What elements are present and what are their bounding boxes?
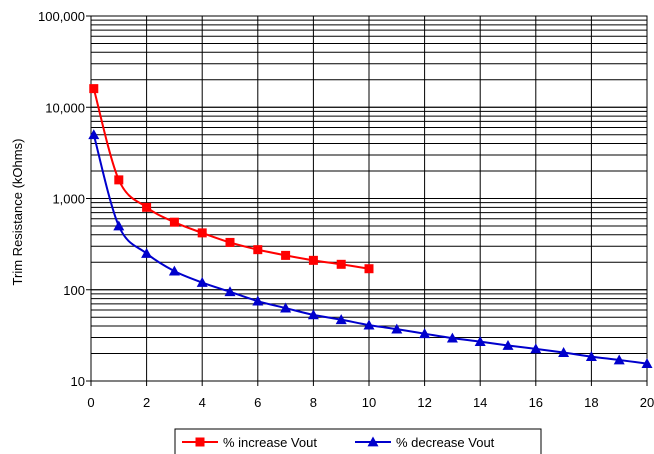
data-point: [307, 309, 319, 320]
legend-item: % decrease Vout: [355, 435, 495, 450]
x-tick-label: 2: [143, 395, 150, 410]
y-tick-label: 100: [63, 283, 85, 298]
x-axis-ticks: 0 2 4 6 8 10 12 14 16 18 20: [87, 381, 654, 410]
legend-marker: [367, 436, 379, 447]
data-point: [474, 336, 486, 347]
data-point: [169, 217, 179, 227]
legend-item: % increase Vout: [182, 435, 317, 450]
data-point: [502, 339, 514, 350]
data-point: [364, 264, 374, 274]
data-point: [419, 328, 431, 339]
data-point: [224, 286, 236, 297]
data-point: [308, 255, 318, 265]
y-tick-label: 10,000: [45, 100, 85, 115]
x-tick-label: 0: [87, 395, 94, 410]
series-increase-vout: [89, 84, 374, 274]
data-point: [253, 245, 263, 255]
data-point: [281, 250, 291, 260]
y-tick-label: 10: [71, 374, 85, 389]
data-point: [89, 84, 99, 94]
series-layer: [88, 84, 653, 369]
x-tick-label: 20: [640, 395, 654, 410]
series-decrease-vout: [88, 129, 653, 369]
data-point: [252, 295, 264, 306]
x-tick-label: 12: [417, 395, 431, 410]
grid: [90, 15, 648, 382]
y-axis-title: Trim Resistance (kOhms): [10, 139, 25, 286]
data-point: [114, 175, 124, 185]
data-point: [530, 343, 542, 354]
data-point: [197, 228, 207, 238]
y-tick-label: 100,000: [38, 9, 85, 24]
data-point: [142, 202, 152, 212]
data-point: [113, 220, 125, 231]
data-point: [558, 347, 570, 357]
data-point: [613, 354, 625, 365]
data-point: [363, 319, 375, 330]
x-tick-label: 18: [584, 395, 598, 410]
data-point: [391, 323, 403, 334]
x-tick-label: 8: [310, 395, 317, 410]
x-tick-label: 4: [199, 395, 206, 410]
data-point: [641, 358, 653, 369]
data-point: [196, 277, 208, 287]
legend-label: % increase Vout: [223, 435, 317, 450]
legend-marker: [195, 437, 205, 447]
x-tick-label: 14: [473, 395, 487, 410]
data-point: [88, 129, 100, 140]
data-point: [225, 237, 235, 247]
y-axis-ticks: 10 100 1,000 10,000 100,000: [38, 9, 91, 389]
data-point: [280, 302, 292, 313]
data-point: [168, 265, 180, 276]
data-point: [335, 314, 347, 325]
x-tick-label: 16: [529, 395, 543, 410]
legend-label: % decrease Vout: [396, 435, 495, 450]
x-tick-label: 10: [362, 395, 376, 410]
data-point: [585, 351, 597, 362]
y-tick-label: 1,000: [52, 192, 85, 207]
data-point: [336, 259, 346, 269]
legend: % increase Vout % decrease Vout: [174, 428, 542, 454]
data-point: [446, 332, 458, 343]
x-tick-label: 6: [254, 395, 261, 410]
data-point: [141, 247, 153, 258]
